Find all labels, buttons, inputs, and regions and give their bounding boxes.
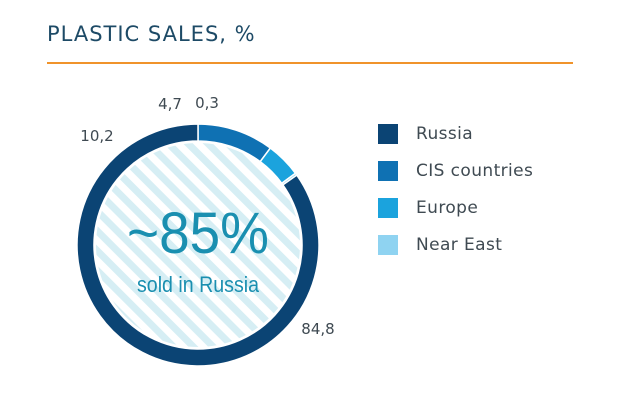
donut-center-hatch [96,143,300,347]
legend: Russia CIS countries Europe Near East [378,115,533,263]
data-label-near-east: 0,3 [195,94,219,112]
donut-slices [76,123,320,367]
legend-swatch-near-east [378,234,398,255]
legend-swatch-europe [378,197,398,218]
center-sub-text: sold in Russia [137,272,260,297]
legend-label-cis-countries: CIS countries [416,160,534,181]
legend-label-near-east: Near East [416,234,503,255]
legend-swatch-russia [378,123,398,144]
donut-data-labels: 84,8 10,2 4,7 0,3 [80,94,334,338]
title-underline [47,62,573,64]
donut-slice-russia [76,123,320,367]
data-label-europe: 4,7 [158,95,182,113]
chart-title: PLASTIC SALES, % [47,22,256,46]
legend-item-russia: Russia [378,115,533,152]
legend-item-cis-countries: CIS countries [378,152,533,189]
legend-label-russia: Russia [416,123,474,144]
legend-item-near-east: Near East [378,226,533,263]
legend-swatch-cis-countries [378,160,398,181]
data-label-russia: 84,8 [301,320,334,338]
legend-item-europe: Europe [378,189,533,226]
legend-label-europe: Europe [416,197,479,218]
center-big-text: ~85% [127,201,269,266]
data-label-cis-countries: 10,2 [80,127,113,145]
